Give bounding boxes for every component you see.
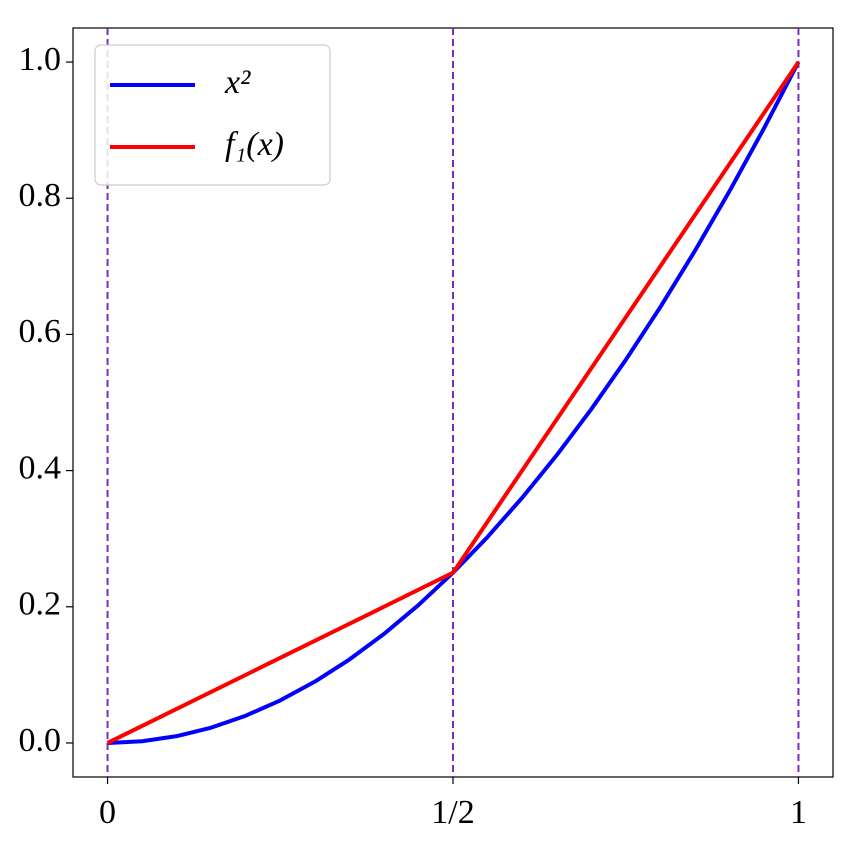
y-tick-label: 0.8 (19, 177, 62, 214)
x-tick-label: 1/2 (431, 794, 474, 831)
legend: x² f₁(x) (94, 44, 331, 186)
x-tick-label: 1 (790, 794, 807, 831)
y-tick-label: 1.0 (19, 41, 62, 78)
data-line (106, 60, 801, 745)
legend-label: f₁(x) (225, 126, 284, 163)
legend-box (94, 44, 331, 186)
y-tick-label: 0.6 (19, 313, 62, 350)
y-tick-label: 0.0 (19, 722, 62, 759)
x-tick-label: 0 (99, 794, 116, 831)
y-tick-label: 0.4 (19, 449, 62, 486)
legend-label: x² (224, 64, 251, 101)
y-tick-label: 0.2 (19, 586, 62, 623)
